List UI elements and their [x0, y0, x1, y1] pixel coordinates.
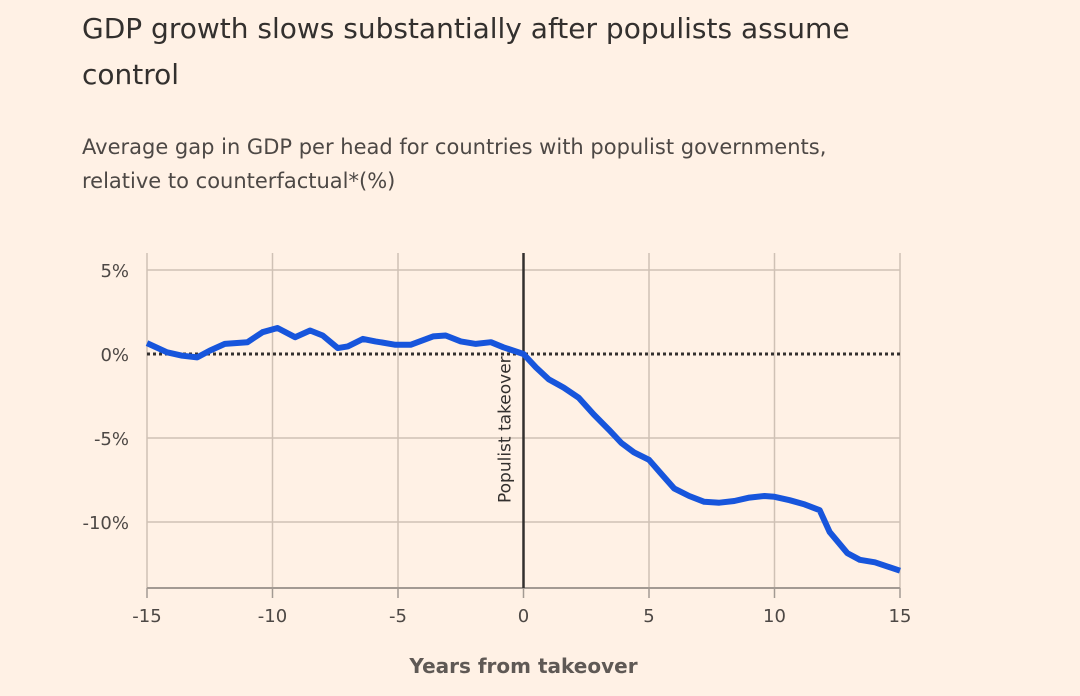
- takeover-annotation: Populist takeover: [496, 356, 516, 503]
- x-tick-label: 5: [643, 606, 654, 627]
- x-axis: [146, 587, 901, 598]
- x-tick-label: 15: [889, 606, 912, 627]
- series-line-gdp-gap: [145, 325, 901, 574]
- y-tick-label: -5%: [94, 429, 129, 450]
- y-axis-tick-labels: 5% 0% -5% -10%: [82, 261, 129, 534]
- x-tick-label: 10: [763, 606, 786, 627]
- x-tick-label: -15: [132, 606, 161, 627]
- y-tick-label: 0%: [100, 345, 129, 366]
- x-tick-label: 0: [518, 606, 529, 627]
- x-axis-title: Years from takeover: [408, 654, 637, 678]
- chart-subtitle: Average gap in GDP per head for countrie…: [82, 135, 827, 193]
- x-tick-label: -10: [258, 606, 287, 627]
- x-axis-tick-labels: -15 -10 -5 0 5 10 15: [132, 606, 911, 627]
- x-tick-label: -5: [389, 606, 407, 627]
- vertical-gridlines: [146, 253, 901, 588]
- y-tick-label: -10%: [82, 513, 129, 534]
- y-tick-label: 5%: [100, 261, 129, 282]
- chart-title: GDP growth slows substantially after pop…: [82, 12, 850, 91]
